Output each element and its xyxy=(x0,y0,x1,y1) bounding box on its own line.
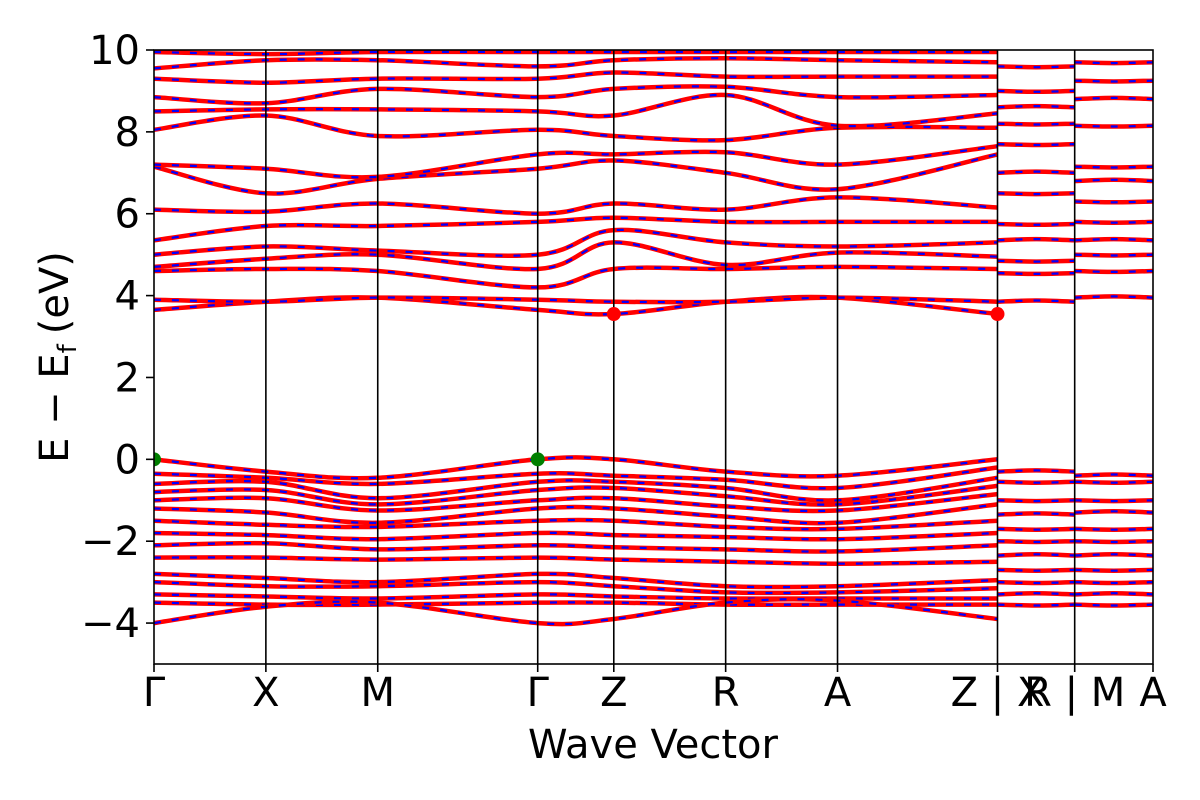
x-tick-label: Z xyxy=(600,670,627,716)
ma-conduction-9-spin-down xyxy=(1074,96,1153,101)
extrema-markers xyxy=(154,307,1005,467)
xr-conduction-5-spin-down xyxy=(997,192,1075,196)
xr-conduction-7-spin-down xyxy=(997,143,1075,147)
ma-valence-1-spin-down xyxy=(1074,480,1153,484)
ma-conduction-5-spin-down xyxy=(1074,200,1153,204)
band-16-spin-down xyxy=(154,296,998,304)
band-8-spin-down xyxy=(154,542,998,553)
y-axis-label: E − Ef (eV) xyxy=(32,251,83,463)
xr-conduction-1-spin-down xyxy=(997,272,1075,276)
ma-valence-4-spin-down xyxy=(1074,527,1153,531)
ma-conduction-0-spin-down xyxy=(1074,295,1153,299)
xr-valence-2-spin-down xyxy=(997,499,1075,503)
xr-valence-8-spin-down xyxy=(997,581,1075,585)
ma-valence-0-spin-down xyxy=(1074,473,1153,477)
ma-valence-6-spin-down xyxy=(1074,553,1153,557)
y-axis-label-subscript: f xyxy=(53,343,83,353)
ma-valence-5-spin-down xyxy=(1074,540,1153,544)
x-tick-label: Γ xyxy=(527,670,550,716)
xr-conduction-11-spin-down xyxy=(997,65,1075,69)
y-axis-label-unit: (eV) xyxy=(32,251,78,334)
x-tick-label: X xyxy=(252,670,279,716)
y-axis-label-main: E − E xyxy=(32,353,78,463)
y-tick-label: −2 xyxy=(81,519,140,565)
ma-conduction-1-spin-down xyxy=(1074,269,1153,274)
plot-frame xyxy=(153,49,1154,665)
xr-valence-6-spin-down xyxy=(997,553,1075,557)
band-extremum-marker xyxy=(530,452,545,467)
band-18-spin-down xyxy=(154,241,998,271)
ma-conduction-2-spin-down xyxy=(1074,253,1153,257)
band-9-spin-down xyxy=(154,556,998,565)
ma-valence-8-spin-down xyxy=(1074,581,1153,585)
x-tick-label: A xyxy=(824,670,852,716)
band-7-spin-down xyxy=(154,531,998,541)
ma-valence-3-spin-down xyxy=(1074,510,1153,514)
x-axis-label: Wave Vector xyxy=(528,722,779,768)
ma-valence-2-spin-down xyxy=(1074,499,1153,503)
y-axis-label-group: E − Ef (eV) xyxy=(32,251,83,463)
ma-conduction-4-spin-down xyxy=(1074,220,1153,224)
ma-valence-7-spin-down xyxy=(1074,568,1153,572)
y-tick-label: 10 xyxy=(89,28,140,74)
x-tick-label: M xyxy=(360,670,395,716)
ma-conduction-8-spin-down xyxy=(1074,124,1153,128)
ma-valence-9-spin-down xyxy=(1074,592,1153,596)
x-tick-label: Z | X xyxy=(951,670,1045,716)
x-axis-ticks: Γ X M Γ Z R A Z | XR | M A xyxy=(143,664,1167,716)
band-11-spin-down xyxy=(154,580,998,595)
xr-valence-7-spin-down xyxy=(997,568,1075,572)
band-extremum-marker xyxy=(606,307,621,322)
xr-conduction-3-spin-down xyxy=(997,237,1075,242)
band-6-spin-down xyxy=(154,518,998,531)
x-tick-label: Γ xyxy=(143,670,166,716)
band-extremum-marker xyxy=(990,307,1005,322)
xr-valence-0-spin-down xyxy=(997,469,1075,473)
xr-conduction-6-spin-down xyxy=(997,170,1075,174)
xr-valence-4-spin-down xyxy=(997,527,1075,531)
ma-conduction-6-spin-down xyxy=(1074,178,1153,183)
band-extremum-marker xyxy=(154,452,161,467)
x-tick-label: R | M xyxy=(1024,670,1125,716)
band-22-spin-down xyxy=(154,153,998,195)
ma-valence-10-spin-down xyxy=(1074,603,1153,607)
xr-conduction-2-spin-down xyxy=(997,259,1075,263)
y-tick-label: 8 xyxy=(115,110,140,156)
xr-conduction-4-spin-down xyxy=(997,222,1075,226)
y-axis-ticks: −4 −2 0 2 4 6 8 10 xyxy=(81,28,154,647)
y-tick-label: 6 xyxy=(115,192,140,238)
y-tick-label: 0 xyxy=(115,437,140,483)
y-tick-label: 4 xyxy=(115,274,140,320)
xr-valence-1-spin-down xyxy=(997,480,1075,484)
xr-valence-9-spin-down xyxy=(997,592,1075,596)
y-tick-label: −4 xyxy=(81,601,140,647)
ma-conduction-10-spin-down xyxy=(1074,79,1153,83)
band-12-spin-down xyxy=(154,593,998,600)
ma-conduction-7-spin-down xyxy=(1074,165,1153,169)
xr-conduction-10-spin-down xyxy=(997,89,1075,93)
xr-valence-3-spin-down xyxy=(997,512,1075,516)
y-tick-label: 2 xyxy=(115,355,140,401)
ma-conduction-3-spin-down xyxy=(1074,237,1153,242)
ma-conduction-11-spin-down xyxy=(1074,61,1153,65)
x-tick-label: R xyxy=(712,670,740,716)
xr-conduction-0-spin-down xyxy=(997,299,1075,303)
kpath-vertical-lines xyxy=(265,50,1076,664)
xr-valence-10-spin-down xyxy=(997,603,1075,607)
x-tick-label: A xyxy=(1139,670,1167,716)
xr-valence-5-spin-down xyxy=(997,540,1075,544)
xr-conduction-8-spin-down xyxy=(997,122,1075,126)
band-29-spin-down xyxy=(154,50,998,56)
xr-conduction-9-spin-down xyxy=(997,104,1075,109)
band-27-spin-down xyxy=(154,71,998,84)
